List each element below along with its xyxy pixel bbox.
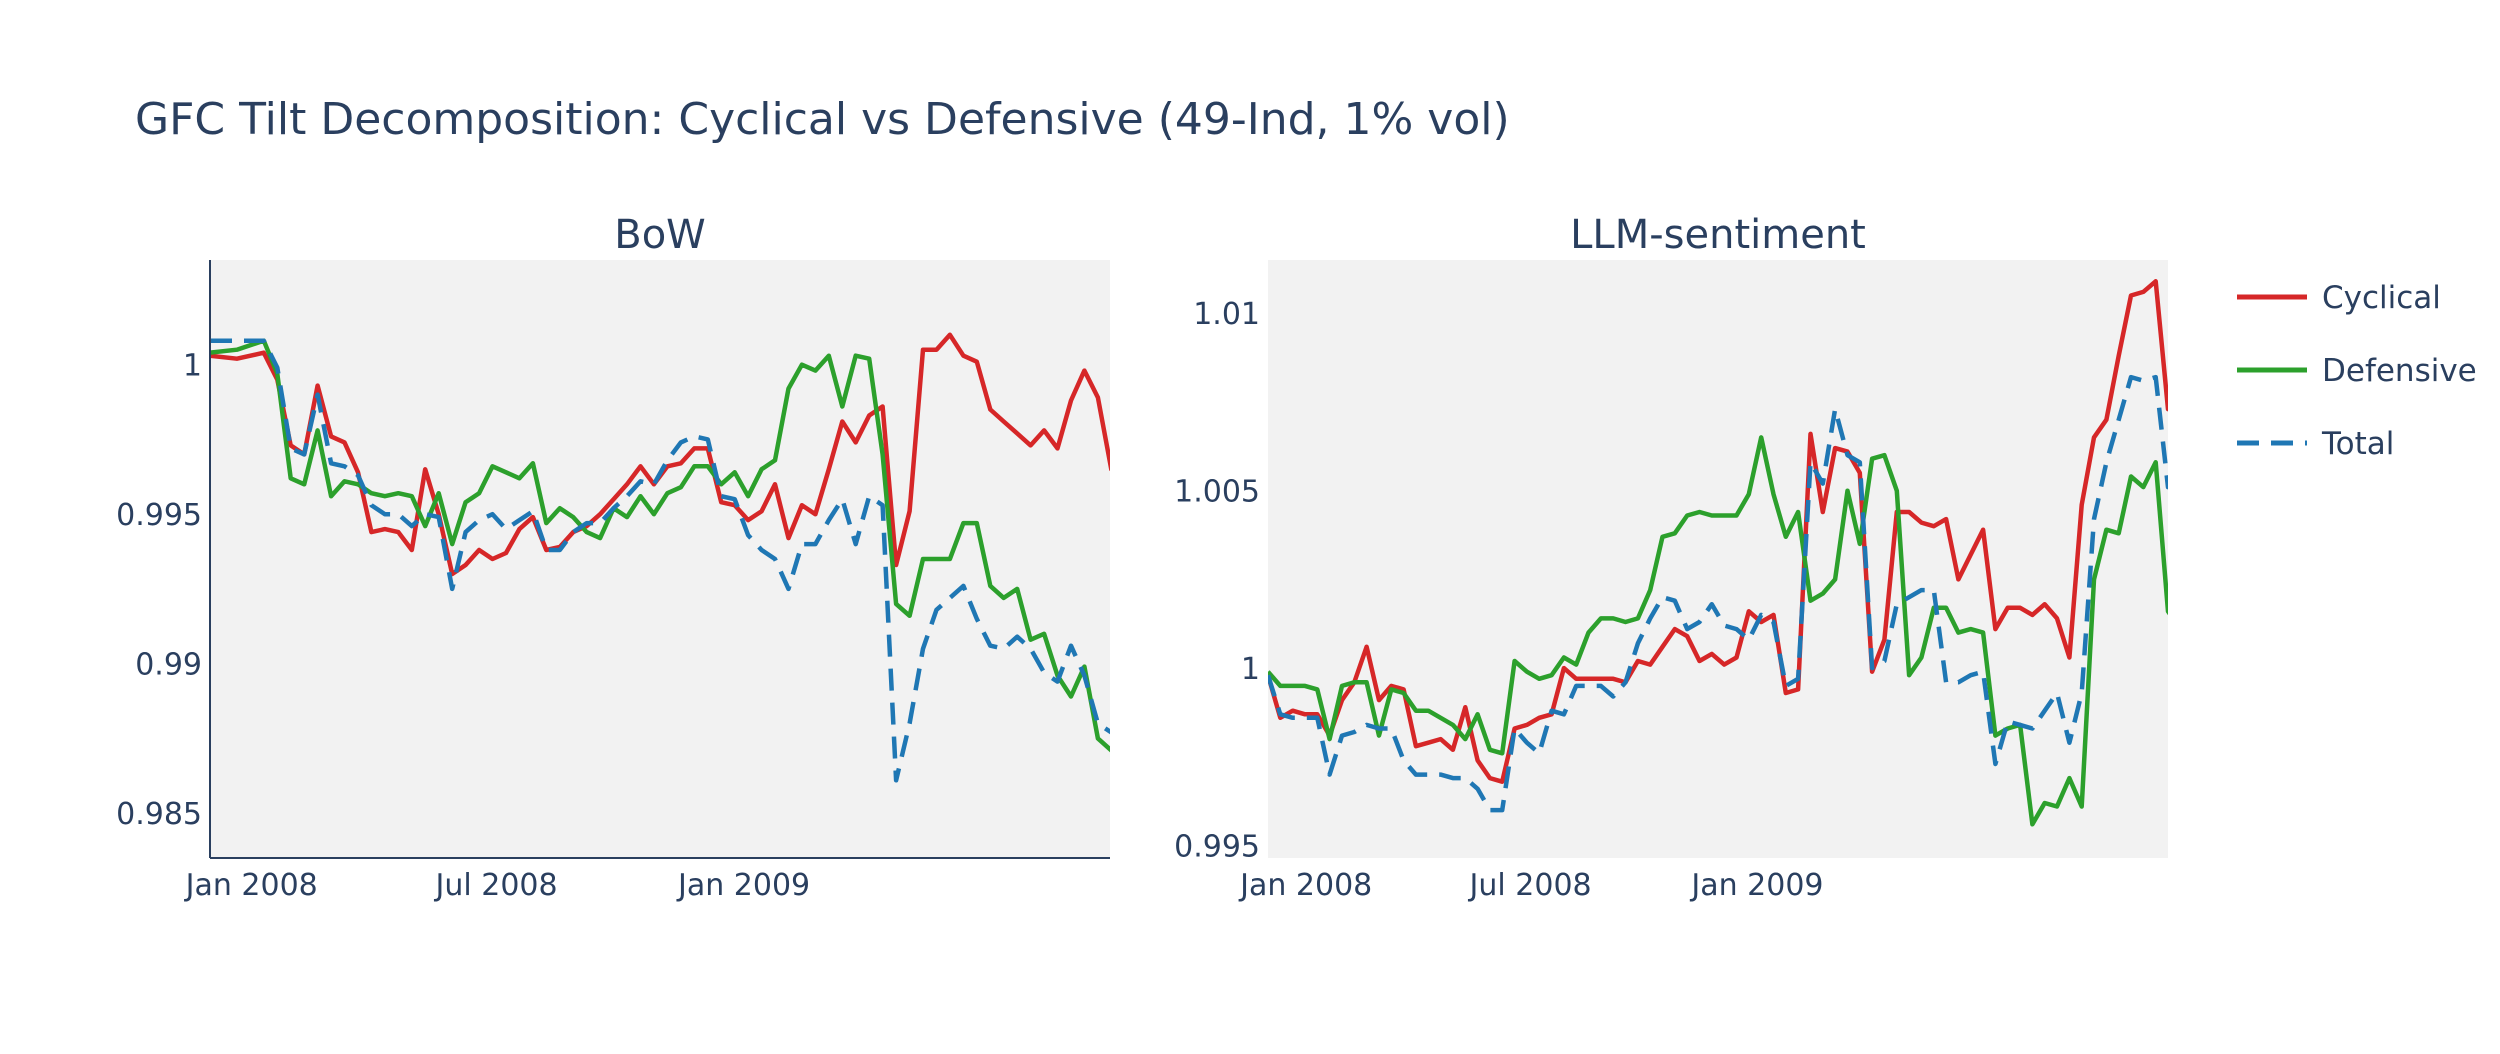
legend-label-total: Total	[2321, 426, 2394, 462]
series-line-defensive-0	[210, 338, 1110, 753]
series-line-total-1	[1268, 374, 2168, 813]
x-tick-label-1-1: Jul 2008	[1468, 868, 1592, 903]
series-line-defensive-1	[1268, 435, 2168, 827]
x-tick-label-0-1: Jul 2008	[434, 868, 558, 903]
legend-label-cyclical: Cyclical	[2322, 280, 2441, 316]
y-tick-label-0-0: 1	[183, 349, 202, 384]
y-tick-label-0-3: 0.985	[116, 797, 202, 832]
y-tick-label-0-1: 0.995	[116, 498, 202, 533]
x-tick-label-0-2: Jan 2009	[676, 868, 810, 903]
subplot-title-0: BoW	[614, 212, 705, 258]
panel-0: BoW 1 0.995 0.99 0.985 Jan 2008 Jul 2008 Jan 20…	[116, 212, 1110, 903]
series-line-cyclical-1	[1268, 279, 2168, 784]
series-line-cyclical-0	[210, 332, 1110, 577]
legend: Cyclical Defensive Total	[2237, 280, 2477, 462]
x-tick-label-1-2: Jan 2009	[1689, 868, 1823, 903]
series-line-total-0	[210, 338, 1110, 783]
x-tick-label-0-0: Jan 2008	[184, 868, 318, 903]
x-tick-label-1-0: Jan 2008	[1238, 868, 1372, 903]
plot-area-1	[1268, 260, 2168, 858]
y-tick-label-1-2: 1	[1241, 652, 1260, 687]
chart-title: GFC Tilt Decomposition: Cyclical vs Defe…	[135, 94, 1510, 145]
y-tick-label-1-3: 0.995	[1174, 830, 1260, 865]
plot-area-0	[210, 260, 1110, 858]
legend-label-defensive: Defensive	[2322, 353, 2477, 389]
y-tick-label-1-1: 1.005	[1174, 475, 1260, 510]
subplot-title-1: LLM-sentiment	[1570, 212, 1866, 258]
y-tick-label-1-0: 1.01	[1193, 297, 1260, 332]
y-tick-label-0-2: 0.99	[135, 648, 202, 683]
